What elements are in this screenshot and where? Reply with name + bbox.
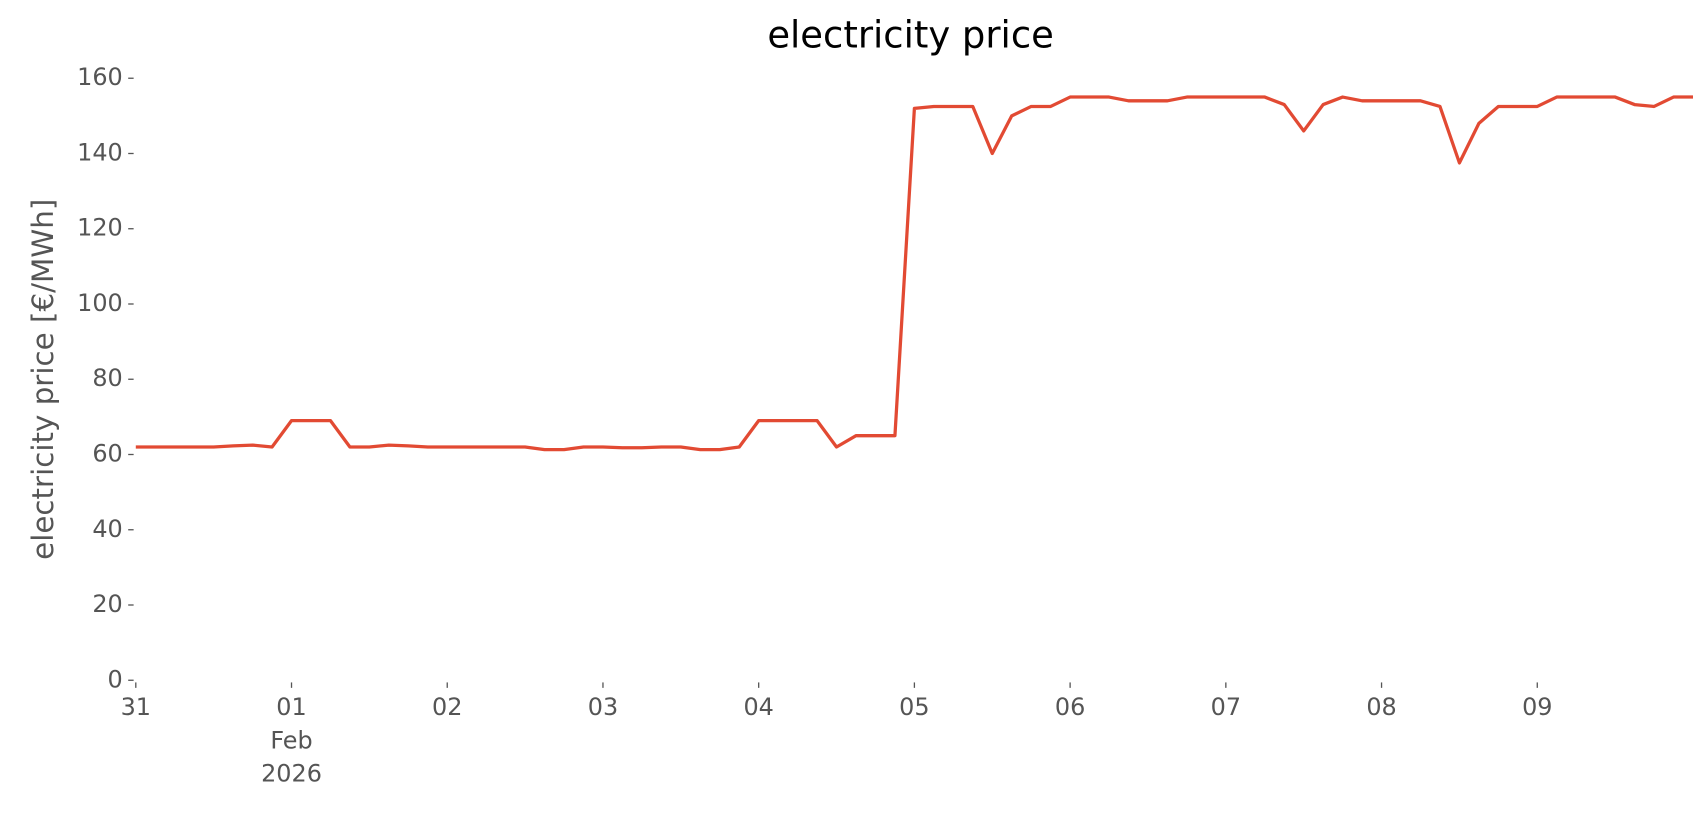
x-tick-label: 07	[1211, 693, 1241, 721]
y-tick-label: 40	[92, 515, 122, 543]
x-tick-label: 08	[1366, 693, 1396, 721]
y-tick-label: 140	[77, 138, 123, 166]
x-tick-label: 04	[743, 693, 773, 721]
x-tick-label: 03	[588, 693, 618, 721]
y-tick-label: 160	[77, 63, 123, 91]
y-tick-label: 20	[92, 590, 122, 618]
x-tick-label: 05	[899, 693, 929, 721]
x-tick-label: 06	[1055, 693, 1085, 721]
line-series	[135, 95, 1693, 452]
y-tick-label: 0	[108, 665, 123, 693]
x-tick-sublabel: 2026	[261, 759, 322, 787]
chart-title: electricity price	[767, 13, 1054, 56]
y-tick-label: 60	[92, 439, 122, 467]
x-tick-sublabel: Feb	[270, 727, 312, 755]
x-tick-label: 01	[276, 693, 306, 721]
y-tick-label: 120	[77, 214, 123, 242]
y-tick-label: 80	[92, 364, 122, 392]
x-tick-label: 02	[432, 693, 462, 721]
x-tick-label: 09	[1522, 693, 1552, 721]
y-tick-label: 100	[77, 289, 123, 317]
y-axis-label: electricity price [€/MWh]	[26, 199, 60, 560]
x-tick-label: 31	[121, 693, 151, 721]
